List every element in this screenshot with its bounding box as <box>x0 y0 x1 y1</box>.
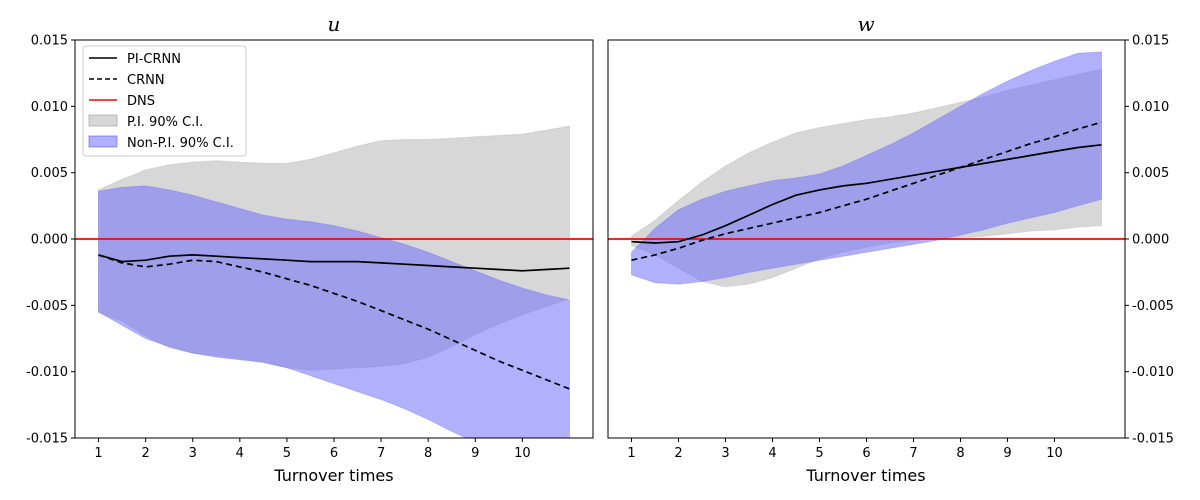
x-tick-label: 4 <box>768 446 776 461</box>
legend-label-crnn: CRNN <box>127 73 165 88</box>
x-tick-label: 7 <box>377 446 385 461</box>
y-tick-label: -0.015 <box>26 432 68 447</box>
x-tick-label: 6 <box>862 446 870 461</box>
series-pi-crnn-u <box>98 254 570 272</box>
legend-label-pi-crnn: PI-CRNN <box>127 52 181 67</box>
y-tick-label: -0.010 <box>1132 365 1174 380</box>
x-tick-label: 3 <box>721 446 729 461</box>
y-tick-label: 0.005 <box>1132 166 1169 181</box>
x-tick-label: 4 <box>236 446 244 461</box>
series-crnn-u <box>98 254 570 390</box>
y-tick-label: 0.005 <box>31 166 68 181</box>
legend-label-dns: DNS <box>127 94 155 109</box>
y-tick-label: -0.015 <box>1132 432 1174 447</box>
x-tick-label: 10 <box>1046 446 1063 461</box>
band-nonpi-ci-w <box>631 51 1102 285</box>
chart-title-u: u <box>328 12 341 36</box>
x-tick-label: 10 <box>514 446 531 461</box>
y-tick-label: -0.005 <box>1132 299 1174 314</box>
x-tick-label: 1 <box>94 446 102 461</box>
y-tick-label: 0.000 <box>1132 233 1169 248</box>
legend-label-nonpi-ci: Non-P.I. 90% C.I. <box>127 136 234 151</box>
band-nonpi-ci-u <box>98 185 570 438</box>
x-tick-label: 2 <box>141 446 149 461</box>
y-tick-label: 0.015 <box>31 34 68 49</box>
y-tick-label: 0.015 <box>1132 34 1169 49</box>
y-tick-label: 0.000 <box>31 233 68 248</box>
x-tick-label: 5 <box>283 446 291 461</box>
y-tick-label: -0.010 <box>26 365 68 380</box>
series-pi-crnn-w <box>631 143 1102 244</box>
x-axis-label-u: Turnover times <box>273 466 393 485</box>
x-tick-label: 6 <box>330 446 338 461</box>
x-tick-label: 9 <box>471 446 479 461</box>
panel-u: 1 2 3 4 5 6 7 8 9 10 0.015 0.010 0.005 0.000 -0.005 -0… <box>26 12 594 485</box>
x-tick-label: 1 <box>627 446 635 461</box>
x-tick-label: 2 <box>674 446 682 461</box>
x-tick-label: 8 <box>956 446 964 461</box>
legend-box <box>82 45 247 157</box>
legend-swatch-nonpi-ci <box>88 135 118 148</box>
x-tick-label: 5 <box>815 446 823 461</box>
panel-w: 1 2 3 4 5 6 7 8 9 10 0.015 0.010 0.005 0.000 -0.005 -0… <box>607 12 1174 485</box>
x-tick-label: 8 <box>424 446 432 461</box>
chart-title-w: w <box>857 12 874 36</box>
legend-swatch-pi-ci <box>88 114 118 127</box>
y-tick-label: 0.010 <box>1132 100 1169 115</box>
x-axis-label-w: Turnover times <box>805 466 925 485</box>
legend: PI-CRNN CRNN DNS P.I. 90% C.I. Non-P.I. … <box>82 45 247 157</box>
x-tick-label: 7 <box>909 446 917 461</box>
series-crnn-w <box>631 121 1102 262</box>
y-tick-label: 0.010 <box>31 100 68 115</box>
x-tick-label: 3 <box>189 446 197 461</box>
y-tick-label: -0.005 <box>26 299 68 314</box>
legend-label-pi-ci: P.I. 90% C.I. <box>127 115 203 130</box>
x-tick-label: 9 <box>1003 446 1011 461</box>
